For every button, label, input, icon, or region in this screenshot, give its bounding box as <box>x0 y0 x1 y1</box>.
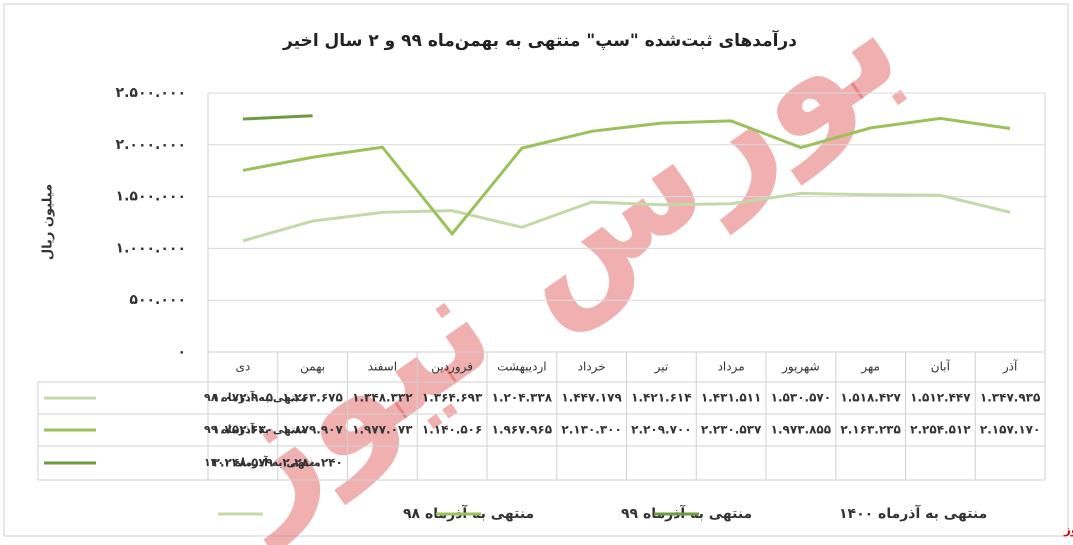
table-cell: ۱.۷۵۲.۶۳۰ <box>213 423 273 437</box>
table-cell: ۱.۲۶۳.۶۷۵ <box>282 391 342 405</box>
x-tick-label: مرداد <box>718 360 745 375</box>
y-tick-label: ۲.۵۰۰.۰۰۰ <box>116 85 186 101</box>
x-tick-label: دی <box>236 360 251 374</box>
y-tick-label: ۰ <box>177 344 186 360</box>
table-cell: ۱.۳۶۴.۶۹۳ <box>422 391 483 405</box>
table-cell: ۲.۲۰۹.۷۰۰ <box>631 423 691 437</box>
table-cell: ۲.۱۳۰.۳۰۰ <box>561 423 621 437</box>
x-tick-label: اردیبهشت <box>497 360 546 375</box>
x-tick-label: اسفند <box>368 360 397 374</box>
source: بورس نیوز <box>1063 523 1073 538</box>
x-tick-label: بهمن <box>300 360 325 375</box>
table-cell: ۱.۱۴۰.۵۰۶ <box>422 423 482 437</box>
table-cell: ۱.۵۳۰.۵۷۰ <box>771 391 831 405</box>
table-cell: ۱.۴۳۱.۵۱۱ <box>701 391 761 405</box>
table-cell: ۱.۹۷۳.۸۵۵ <box>771 423 831 437</box>
y-tick-label: ۱.۵۰۰.۰۰۰ <box>116 189 186 205</box>
table-cell: ۲.۲۳۰.۵۳۷ <box>701 423 762 437</box>
series-line <box>242 191 1011 243</box>
table-cell: ۱.۹۶۷.۹۶۵ <box>492 423 552 437</box>
series-line <box>242 114 313 121</box>
chart-title: درآمدهای ثبت‌شده "سپ" منتهی به بهمن‌ماه … <box>282 29 797 51</box>
table-cell: ۲.۱۶۳.۲۳۵ <box>840 423 900 437</box>
table-cell: ۱.۸۷۹.۹۰۷ <box>282 423 343 437</box>
table-row-label: منتهی به آذرماه ۹۸ <box>204 390 307 404</box>
x-tick-label: شهریور <box>781 360 820 375</box>
y-tick-label: ۵۰۰.۰۰۰ <box>129 292 186 308</box>
table-row-label: منتهی به آذرماه ۹۹ <box>204 422 307 436</box>
table-cell: ۱.۳۴۷.۹۳۵ <box>980 391 1040 405</box>
table-cell: ۲.۲۴۸.۵۷۹ <box>213 456 274 470</box>
table-cell: ۱.۵۱۲.۴۴۷ <box>910 391 971 405</box>
x-tick-label: فروردین <box>431 360 473 375</box>
table-row-label: منتهی به آذرماه ۱۴۰۰ <box>204 455 321 469</box>
table-cell: ۲.۲۵۴.۵۱۲ <box>910 423 971 437</box>
x-tick-label: خرداد <box>578 360 606 375</box>
x-tick-label: آذر <box>1002 359 1018 375</box>
legend-label: منتهی به آذرماه ۱۴۰۰ <box>839 504 987 522</box>
x-tick-label: آبان <box>931 359 951 374</box>
table-cell: ۱.۲۰۴.۳۳۸ <box>492 391 553 405</box>
y-tick-label: ۲.۰۰۰.۰۰۰ <box>116 137 186 153</box>
x-tick-label: تیر <box>654 360 669 375</box>
table-cell: ۱.۰۷۲.۹۰۵ <box>213 391 273 405</box>
table-cell: ۲.۱۵۷.۱۷۰ <box>980 423 1040 437</box>
table-cell: ۱.۹۷۷.۰۷۳ <box>352 423 413 437</box>
table-cell: ۲.۲۸۰.۲۴۰ <box>282 456 342 470</box>
table-cell: ۱.۳۴۸.۳۳۲ <box>352 391 413 405</box>
series-line <box>242 116 1011 237</box>
table-cell: ۱.۴۲۱.۶۱۴ <box>631 391 691 405</box>
table-cell: ۱.۴۴۷.۱۷۹ <box>561 391 622 405</box>
x-tick-label: مهر <box>860 360 880 375</box>
table-cell: ۱.۵۱۸.۴۲۷ <box>840 391 901 405</box>
y-axis-label: میلیون ریال <box>41 184 56 260</box>
y-tick-label: ۱.۰۰۰.۰۰۰ <box>116 240 186 256</box>
